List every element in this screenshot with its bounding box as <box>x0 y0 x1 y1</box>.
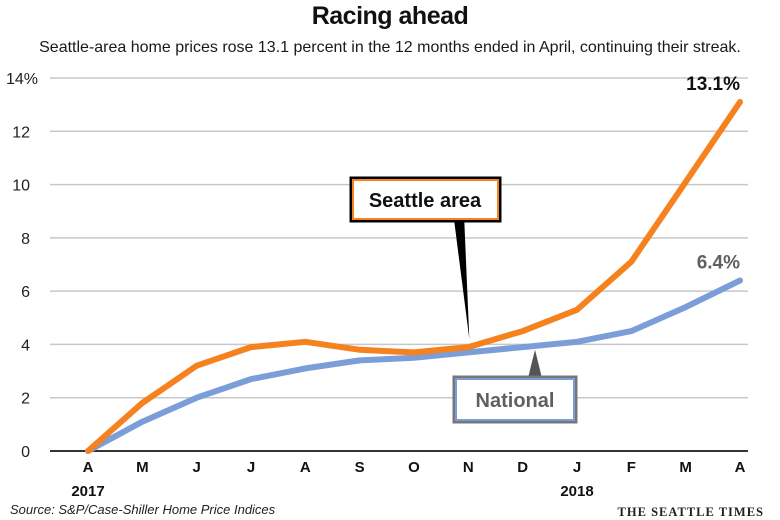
x-tick-label: A <box>735 459 746 476</box>
chart-subtitle: Seattle-area home prices rose 13.1 perce… <box>39 39 741 56</box>
x-tick-label: J <box>192 459 200 476</box>
seattle-callout-pointer <box>454 222 470 340</box>
seattle-callout-box <box>349 176 502 223</box>
x-tick-label: J <box>573 459 581 476</box>
national-end-label: 6.4% <box>697 252 740 273</box>
seattle-callout-label: Seattle area <box>369 190 482 212</box>
y-tick-label: 8 <box>21 231 30 248</box>
x-tick-label: D <box>517 459 528 476</box>
x-tick-label: M <box>136 459 149 476</box>
x-year-label: 2017 <box>71 483 104 500</box>
x-tick-label: A <box>300 459 311 476</box>
seattle-callout-inner-border <box>352 179 499 220</box>
x-tick-label: M <box>679 459 692 476</box>
y-tick-label: 4 <box>21 337 30 354</box>
national-callout-inner-border <box>455 378 575 421</box>
national-callout-pointer <box>528 349 542 378</box>
national-callout-box <box>452 375 578 424</box>
x-year-label: 2018 <box>560 483 593 500</box>
series-line-seattle <box>85 99 743 454</box>
y-tick-label: 2 <box>21 391 30 408</box>
national-callout-label: National <box>476 390 555 412</box>
x-tick-label: F <box>627 459 636 476</box>
x-tick-label: O <box>408 459 420 476</box>
x-tick-label: S <box>355 459 365 476</box>
y-tick-label: 6 <box>21 284 30 301</box>
y-tick-label: 14% <box>6 71 38 88</box>
chart-title: Racing ahead <box>311 2 469 30</box>
y-tick-label: 0 <box>21 444 30 461</box>
x-tick-label: J <box>247 459 255 476</box>
source-note: Source: S&P/Case-Shiller Home Price Indi… <box>10 502 276 517</box>
seattle-end-label: 13.1% <box>686 74 740 95</box>
x-tick-label: N <box>463 459 474 476</box>
x-tick-label: A <box>83 459 94 476</box>
y-tick-label: 12 <box>12 124 30 141</box>
series-line-national <box>85 277 743 454</box>
y-tick-label: 10 <box>12 178 30 195</box>
publisher-logo: THE SEATTLE TIMES <box>617 505 764 519</box>
